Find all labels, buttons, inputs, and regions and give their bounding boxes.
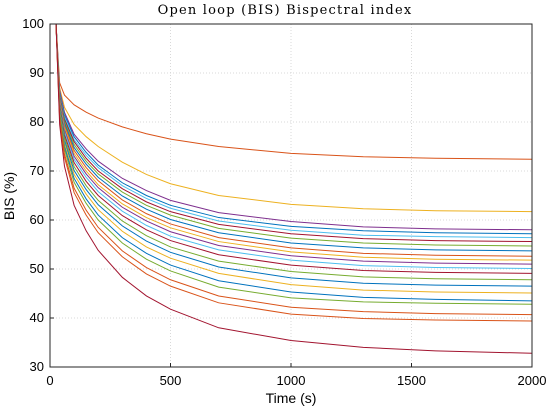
y-tick-label: 30 [30, 359, 44, 374]
series-line-1 [50, 23, 533, 160]
y-tick-label: 70 [30, 163, 44, 178]
series-line-2 [50, 23, 533, 213]
series-line-3 [50, 23, 533, 231]
y-tick-label: 80 [30, 114, 44, 129]
series-lines [50, 23, 533, 354]
series-line-20 [50, 23, 533, 322]
x-axis-label: Time (s) [266, 390, 317, 406]
y-axis-label: BIS (%) [1, 172, 17, 220]
x-axis-ticks: 0 500 1000 1500 2000 [46, 363, 546, 388]
y-tick-label: 40 [30, 310, 44, 325]
x-tick-label: 1000 [277, 373, 306, 388]
series-line-21 [50, 23, 533, 354]
y-tick-label: 90 [30, 65, 44, 80]
y-tick-label: 100 [22, 16, 44, 31]
y-axis-ticks: 30 40 50 60 70 80 90 100 [22, 16, 54, 374]
y-tick-label: 50 [30, 261, 44, 276]
x-tick-label: 0 [46, 373, 53, 388]
chart-title: Open loop (BIS) Bispectral index [158, 3, 413, 18]
y-tick-label: 60 [30, 212, 44, 227]
x-tick-label: 500 [160, 373, 182, 388]
x-tick-label: 2000 [518, 373, 547, 388]
x-tick-label: 1500 [397, 373, 426, 388]
grid-lines [50, 24, 532, 367]
